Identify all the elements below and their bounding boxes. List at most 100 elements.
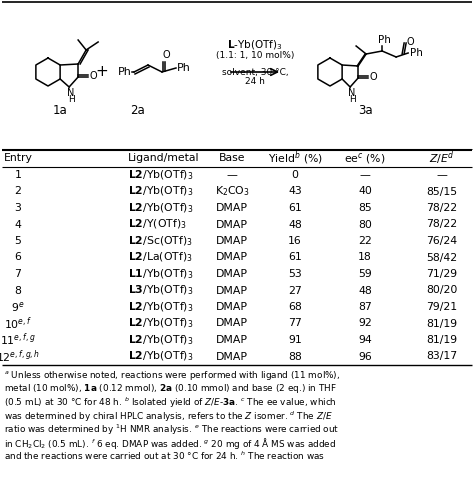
Text: 0: 0 <box>292 170 299 180</box>
Text: DMAP: DMAP <box>216 252 248 262</box>
Text: $\mathbf{L2}$/Yb(OTf)$_3$: $\mathbf{L2}$/Yb(OTf)$_3$ <box>128 168 193 182</box>
Text: solvent, 30 °C,: solvent, 30 °C, <box>222 68 288 77</box>
Text: 10$^{e,f}$: 10$^{e,f}$ <box>4 315 32 332</box>
Text: 61: 61 <box>288 203 302 213</box>
Text: 22: 22 <box>358 236 372 246</box>
Text: was determined by chiral HPLC analysis, refers to the $Z$ isomer. $^d$ The $Z/E$: was determined by chiral HPLC analysis, … <box>4 409 333 424</box>
Text: $\mathbf{L2}$/La(OTf)$_3$: $\mathbf{L2}$/La(OTf)$_3$ <box>128 250 193 264</box>
Text: Ph: Ph <box>410 48 423 58</box>
Text: $\mathbf{L2}$/Yb(OTf)$_3$: $\mathbf{L2}$/Yb(OTf)$_3$ <box>128 184 193 198</box>
Text: $\mathbf{L3}$/Yb(OTf)$_3$: $\mathbf{L3}$/Yb(OTf)$_3$ <box>128 284 193 298</box>
Text: 76/24: 76/24 <box>427 236 457 246</box>
Text: in CH$_2$Cl$_2$ (0.5 mL). $^f$ 6 eq. DMAP was added. $^g$ 20 mg of 4 Å MS was ad: in CH$_2$Cl$_2$ (0.5 mL). $^f$ 6 eq. DMA… <box>4 436 336 451</box>
Text: O: O <box>162 50 170 60</box>
Text: 1: 1 <box>15 170 21 180</box>
Text: 81/19: 81/19 <box>427 318 457 328</box>
Text: $\mathbf{L2}$/Y(OTf)$_3$: $\mathbf{L2}$/Y(OTf)$_3$ <box>128 218 187 232</box>
Text: —: — <box>360 170 371 180</box>
Text: $\mathbf{L2}$/Sc(OTf)$_3$: $\mathbf{L2}$/Sc(OTf)$_3$ <box>128 234 193 248</box>
Text: $\mathbf{L2}$/Yb(OTf)$_3$: $\mathbf{L2}$/Yb(OTf)$_3$ <box>128 333 193 347</box>
Text: N: N <box>67 88 75 98</box>
Text: O: O <box>89 71 97 81</box>
Text: and the reactions were carried out at 30 °C for 24 h. $^h$ The reaction was: and the reactions were carried out at 30… <box>4 450 325 462</box>
Text: 94: 94 <box>358 335 372 345</box>
Text: 3a: 3a <box>358 104 372 117</box>
Text: $Z/E^d$: $Z/E^d$ <box>429 149 455 167</box>
Text: DMAP: DMAP <box>216 335 248 345</box>
Text: 85: 85 <box>358 203 372 213</box>
Text: 40: 40 <box>358 186 372 196</box>
Text: Ph: Ph <box>118 67 132 77</box>
Text: 53: 53 <box>288 269 302 279</box>
Text: —: — <box>437 170 447 180</box>
Text: (1.1: 1, 10 mol%): (1.1: 1, 10 mol%) <box>216 51 294 60</box>
Text: 16: 16 <box>288 236 302 246</box>
Text: 71/29: 71/29 <box>427 269 457 279</box>
Text: O: O <box>369 72 377 82</box>
Text: (0.5 mL) at 30 °C for 48 h. $^b$ Isolated yield of $Z/E$-$\mathbf{3a}$. $^c$ The: (0.5 mL) at 30 °C for 48 h. $^b$ Isolate… <box>4 396 337 410</box>
Text: DMAP: DMAP <box>216 220 248 230</box>
Text: 91: 91 <box>288 335 302 345</box>
Text: $\mathbf{L}$-Yb(OTf)$_3$: $\mathbf{L}$-Yb(OTf)$_3$ <box>227 38 283 52</box>
Text: DMAP: DMAP <box>216 286 248 296</box>
Text: metal (10 mol%), $\mathbf{1a}$ (0.12 mmol), $\mathbf{2a}$ (0.10 mmol) and base (: metal (10 mol%), $\mathbf{1a}$ (0.12 mmo… <box>4 382 337 395</box>
Text: H: H <box>349 95 356 104</box>
Text: 83/17: 83/17 <box>427 352 457 362</box>
Text: DMAP: DMAP <box>216 269 248 279</box>
Text: 79/21: 79/21 <box>427 302 457 312</box>
Text: 3: 3 <box>15 203 21 213</box>
Text: 61: 61 <box>288 252 302 262</box>
Text: ee$^c$ (%): ee$^c$ (%) <box>344 150 386 166</box>
Text: ratio was determined by $^1$H NMR analysis. $^e$ The reactions were carried out: ratio was determined by $^1$H NMR analys… <box>4 423 339 437</box>
Text: 92: 92 <box>358 318 372 328</box>
Text: 1a: 1a <box>53 104 67 117</box>
Text: 27: 27 <box>288 286 302 296</box>
Text: DMAP: DMAP <box>216 302 248 312</box>
Text: +: + <box>96 64 109 80</box>
Text: —: — <box>227 170 237 180</box>
Text: O: O <box>406 37 414 47</box>
Text: $\mathbf{L1}$/Yb(OTf)$_3$: $\mathbf{L1}$/Yb(OTf)$_3$ <box>128 267 193 281</box>
Text: 96: 96 <box>358 352 372 362</box>
Text: $\mathbf{L2}$/Yb(OTf)$_3$: $\mathbf{L2}$/Yb(OTf)$_3$ <box>128 350 193 364</box>
Text: 77: 77 <box>288 318 302 328</box>
Text: Entry: Entry <box>4 153 32 163</box>
Text: DMAP: DMAP <box>216 352 248 362</box>
Text: K$_2$CO$_3$: K$_2$CO$_3$ <box>215 184 249 198</box>
Text: 7: 7 <box>15 269 21 279</box>
Text: 48: 48 <box>288 220 302 230</box>
Text: Yield$^b$ (%): Yield$^b$ (%) <box>267 149 322 167</box>
Text: 68: 68 <box>288 302 302 312</box>
Text: $^a$ Unless otherwise noted, reactions were performed with ligand (11 mol%),: $^a$ Unless otherwise noted, reactions w… <box>4 369 340 382</box>
Text: $\mathbf{L2}$/Yb(OTf)$_3$: $\mathbf{L2}$/Yb(OTf)$_3$ <box>128 316 193 330</box>
Text: Base: Base <box>219 153 245 163</box>
Text: 78/22: 78/22 <box>427 203 457 213</box>
Text: 6: 6 <box>15 252 21 262</box>
Text: $\mathbf{L2}$/Yb(OTf)$_3$: $\mathbf{L2}$/Yb(OTf)$_3$ <box>128 300 193 314</box>
Text: DMAP: DMAP <box>216 236 248 246</box>
Text: $\mathbf{L2}$/Yb(OTf)$_3$: $\mathbf{L2}$/Yb(OTf)$_3$ <box>128 201 193 215</box>
Text: DMAP: DMAP <box>216 203 248 213</box>
Text: Ligand/metal: Ligand/metal <box>128 153 200 163</box>
Text: 11$^{e,f,g}$: 11$^{e,f,g}$ <box>0 332 36 348</box>
Text: 59: 59 <box>358 269 372 279</box>
Text: 85/15: 85/15 <box>427 186 457 196</box>
Text: Ph: Ph <box>378 35 391 45</box>
Text: 4: 4 <box>15 220 21 230</box>
Text: 2: 2 <box>15 186 21 196</box>
Text: 2a: 2a <box>131 104 146 117</box>
Text: 87: 87 <box>358 302 372 312</box>
Text: 24 h: 24 h <box>245 77 265 86</box>
Text: Ph: Ph <box>177 63 191 73</box>
Text: 18: 18 <box>358 252 372 262</box>
Text: 80: 80 <box>358 220 372 230</box>
Text: 58/42: 58/42 <box>427 252 457 262</box>
Text: 5: 5 <box>15 236 21 246</box>
Text: 88: 88 <box>288 352 302 362</box>
Text: 80/20: 80/20 <box>426 286 458 296</box>
Text: 43: 43 <box>288 186 302 196</box>
Text: 48: 48 <box>358 286 372 296</box>
Text: 81/19: 81/19 <box>427 335 457 345</box>
Text: 78/22: 78/22 <box>427 220 457 230</box>
Text: DMAP: DMAP <box>216 318 248 328</box>
